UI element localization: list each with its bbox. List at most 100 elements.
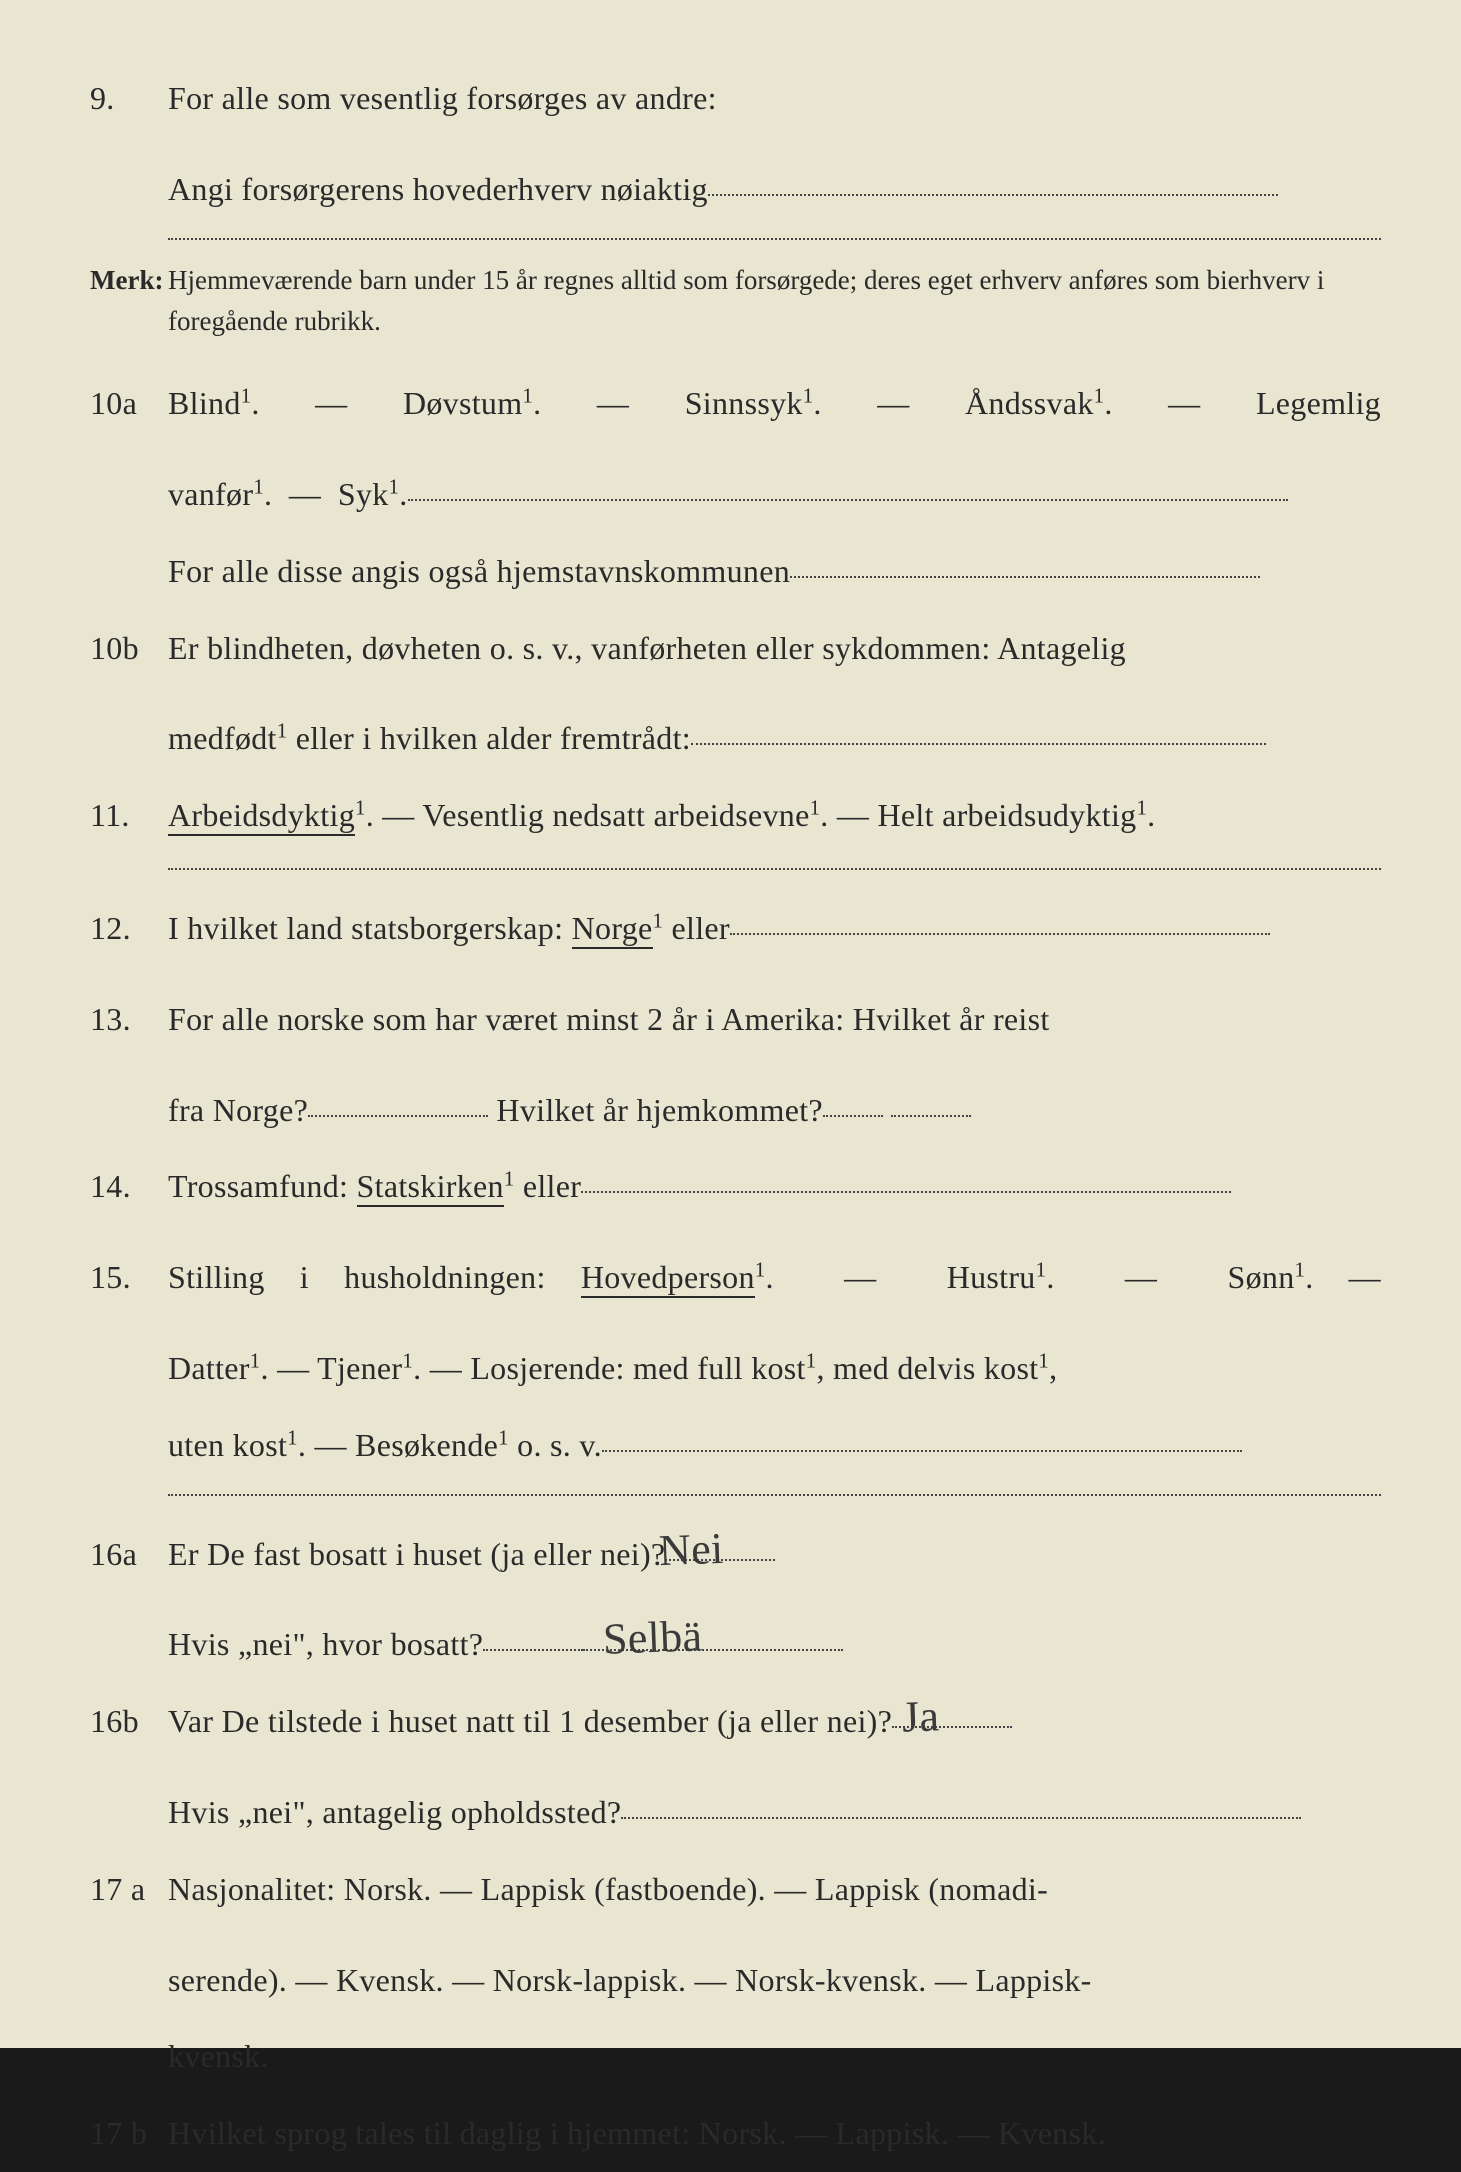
question-16b: 16bVar De tilstede i huset natt til 1 de… [90, 1683, 1381, 1760]
q10a-opt: Sinnssyk [685, 385, 803, 421]
q9-line1: For alle som vesentlig forsørges av andr… [168, 80, 717, 116]
q10a-line3-text: For alle disse angis også hjemstavnskomm… [168, 553, 790, 589]
q12-c: eller [663, 910, 730, 946]
question-11: 11.Arbeidsdyktig1. — Vesentlig nedsatt a… [90, 777, 1381, 854]
q17a-num: 17 a [90, 1851, 168, 1928]
q15-b: Hovedperson [581, 1259, 755, 1298]
question-10b: 10bEr blindheten, døvheten o. s. v., van… [90, 610, 1381, 687]
blank-line [602, 1418, 1242, 1452]
sup: 1 [250, 1349, 261, 1372]
q16a-num: 16a [90, 1516, 168, 1593]
question-15: 15.Stilling i husholdningen: Hovedperson… [90, 1239, 1381, 1316]
sup: 1 [810, 797, 821, 820]
q17a-a: Nasjonalitet: Norsk. — Lappisk (fastboen… [168, 1871, 1048, 1907]
question-12: 12.I hvilket land statsborgerskap: Norge… [90, 890, 1381, 967]
q17b-num: 17 b [90, 2095, 168, 2172]
q12-b: Norge [572, 910, 653, 949]
merk-text: Hjemmeværende barn under 15 år regnes al… [168, 260, 1348, 344]
q14-a: Trossamfund: [168, 1168, 357, 1204]
q16a-line2: Hvis „nei", hvor bosatt? Selbä [168, 1606, 1381, 1683]
blank-line [790, 544, 1260, 578]
answer-line: Ja [892, 1694, 1012, 1728]
q10b-tail: eller i hvilken alder fremtrådt: [287, 720, 691, 756]
q10b-line2: medfødt1 eller i hvilken alder fremtrådt… [168, 700, 1381, 777]
handwritten-answer: Ja [900, 1664, 941, 1771]
q16b-b: Hvis „nei", antagelig opholdssted? [168, 1794, 621, 1830]
section-rule [168, 868, 1381, 870]
census-form-page: 9.For alle som vesentlig forsørges av an… [0, 0, 1461, 2048]
blank-line [691, 711, 1266, 745]
sup: 1 [241, 385, 252, 408]
q16a-b: Hvis „nei", hvor bosatt? [168, 1626, 483, 1662]
q15-besok: Besøkende [355, 1427, 498, 1463]
question-13: 13.For alle norske som har været minst 2… [90, 981, 1381, 1058]
answer-line: Nei [665, 1527, 775, 1561]
q14-c: eller [515, 1168, 582, 1204]
q10a-opt: Legemlig [1256, 385, 1381, 421]
q10b-medfodt: medfødt [168, 720, 277, 756]
q10a-opt: Døvstum [403, 385, 522, 421]
handwritten-answer: Selbä [602, 1584, 705, 1693]
merk-label: Merk: [90, 260, 168, 302]
sup: 1 [522, 385, 533, 408]
blank-line [621, 1785, 1301, 1819]
q10a-line2: vanfør1. — Syk1. [168, 456, 1381, 533]
q15-osv: o. s. v. [509, 1427, 602, 1463]
q15-line3: uten kost1. — Besøkende1 o. s. v. [168, 1407, 1381, 1484]
sup: 1 [1094, 385, 1105, 408]
blank-line [483, 1617, 583, 1651]
q15-opt: Sønn [1228, 1259, 1295, 1295]
sup: 1 [1136, 797, 1147, 820]
sup: 1 [1038, 1349, 1049, 1372]
blank-line [408, 467, 1288, 501]
answer-line: Selbä [583, 1617, 843, 1651]
q15-opt: Hustru [947, 1259, 1036, 1295]
q13-line1: For alle norske som har været minst 2 år… [168, 1001, 1050, 1037]
q15-delvis: , med delvis kost [816, 1350, 1038, 1386]
q11-a: Arbeidsdyktig [168, 797, 355, 836]
q15-line2: Datter1. — Tjener1. — Losjerende: med fu… [168, 1330, 1381, 1407]
sup: 1 [389, 475, 400, 498]
question-10a: 10aBlind1. — Døvstum1. — Sinnssyk1. — Ån… [90, 365, 1381, 442]
question-17b: 17 bHvilket sprog tales til daglig i hje… [90, 2095, 1381, 2172]
q15-tjener: Tjener [317, 1350, 402, 1386]
q16b-num: 16b [90, 1683, 168, 1760]
question-9: 9.For alle som vesentlig forsørges av an… [90, 60, 1381, 137]
sup: 1 [355, 797, 366, 820]
q13-a: fra Norge? [168, 1092, 308, 1128]
q12-num: 12. [90, 890, 168, 967]
q10a-vanfor: vanfør [168, 476, 253, 512]
sup: 1 [253, 475, 264, 498]
blank-line [730, 901, 1270, 935]
q10a-opt: Åndssvak [965, 385, 1094, 421]
sup: 1 [277, 720, 288, 743]
q9-line2: Angi forsørgerens hovederhverv nøiaktig [168, 151, 1381, 228]
q15-a: Stilling i husholdningen: [168, 1259, 581, 1295]
q17a-line2: serende). — Kvensk. — Norsk-lappisk. — N… [168, 1942, 1381, 2019]
q9-num: 9. [90, 60, 168, 137]
q16b-line2: Hvis „nei", antagelig opholdssted? [168, 1774, 1381, 1851]
question-16a: 16aEr De fast bosatt i huset (ja eller n… [90, 1516, 1381, 1593]
q16a-a: Er De fast bosatt i huset (ja eller nei)… [168, 1536, 665, 1572]
section-rule [168, 238, 1381, 240]
question-17a: 17 aNasjonalitet: Norsk. — Lappisk (fast… [90, 1851, 1381, 1928]
section-rule [168, 1494, 1381, 1496]
merk-note: Merk:Hjemmeværende barn under 15 år regn… [90, 260, 1381, 344]
q15-num: 15. [90, 1239, 168, 1316]
q14-num: 14. [90, 1148, 168, 1225]
question-14: 14.Trossamfund: Statskirken1 eller [90, 1148, 1381, 1225]
sup: 1 [653, 909, 664, 932]
q10b-line1: Er blindheten, døvheten o. s. v., vanfør… [168, 630, 1126, 666]
q10a-line3: For alle disse angis også hjemstavnskomm… [168, 533, 1381, 610]
q10b-num: 10b [90, 610, 168, 687]
q15-los: Losjerende: med full kost [470, 1350, 805, 1386]
sup: 1 [806, 1349, 817, 1372]
q15-datter: Datter [168, 1350, 250, 1386]
q10a-opt: Blind [168, 385, 241, 421]
sup: 1 [803, 385, 814, 408]
q12-a: I hvilket land statsborgerskap: [168, 910, 572, 946]
blank-line [581, 1159, 1231, 1193]
q14-b: Statskirken [357, 1168, 504, 1207]
q13-line2: fra Norge? Hvilket år hjemkommet? [168, 1072, 1381, 1149]
q13-b: Hvilket år hjemkommet? [496, 1092, 823, 1128]
